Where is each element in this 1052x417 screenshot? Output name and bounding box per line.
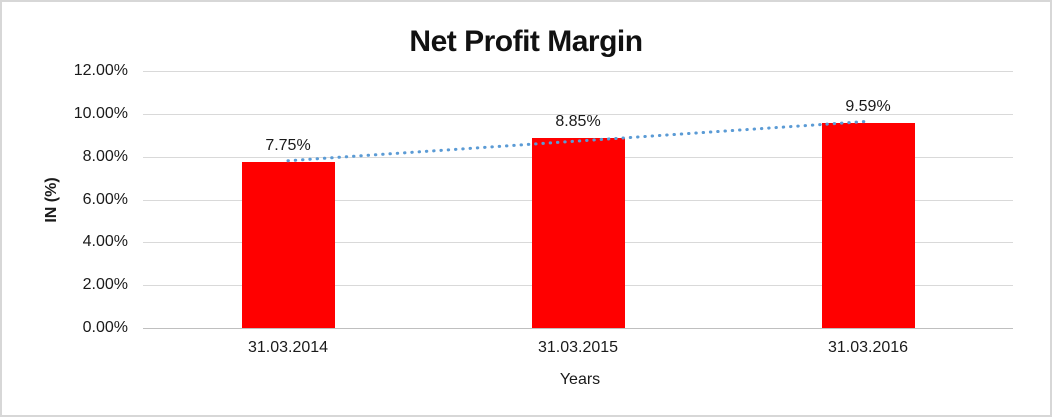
gridline bbox=[143, 71, 1013, 72]
bar-data-label: 8.85% bbox=[555, 113, 601, 131]
bar-data-label: 9.59% bbox=[845, 97, 891, 115]
bar bbox=[821, 122, 915, 328]
x-tick-label: 31.03.2014 bbox=[247, 339, 329, 356]
x-axis-title: Years bbox=[559, 371, 601, 388]
y-tick-label: 8.00% bbox=[82, 147, 128, 165]
chart-title: Net Profit Margin bbox=[409, 25, 643, 58]
gridline bbox=[143, 113, 1013, 115]
y-tick-label: 10.00% bbox=[73, 104, 128, 122]
y-tick-label: 6.00% bbox=[82, 190, 128, 208]
x-axis-line bbox=[143, 328, 1013, 329]
x-tick-label: 31.03.2015 bbox=[537, 339, 619, 356]
y-tick-label: 0.00% bbox=[82, 319, 128, 336]
bar bbox=[531, 138, 625, 328]
bar-data-label: 7.75% bbox=[265, 137, 311, 155]
bar bbox=[241, 162, 335, 328]
y-tick-label: 4.00% bbox=[82, 233, 128, 251]
y-tick-label: 12.00% bbox=[73, 62, 128, 79]
x-tick-label: 31.03.2016 bbox=[827, 339, 909, 356]
y-tick-label: 2.00% bbox=[82, 276, 128, 294]
